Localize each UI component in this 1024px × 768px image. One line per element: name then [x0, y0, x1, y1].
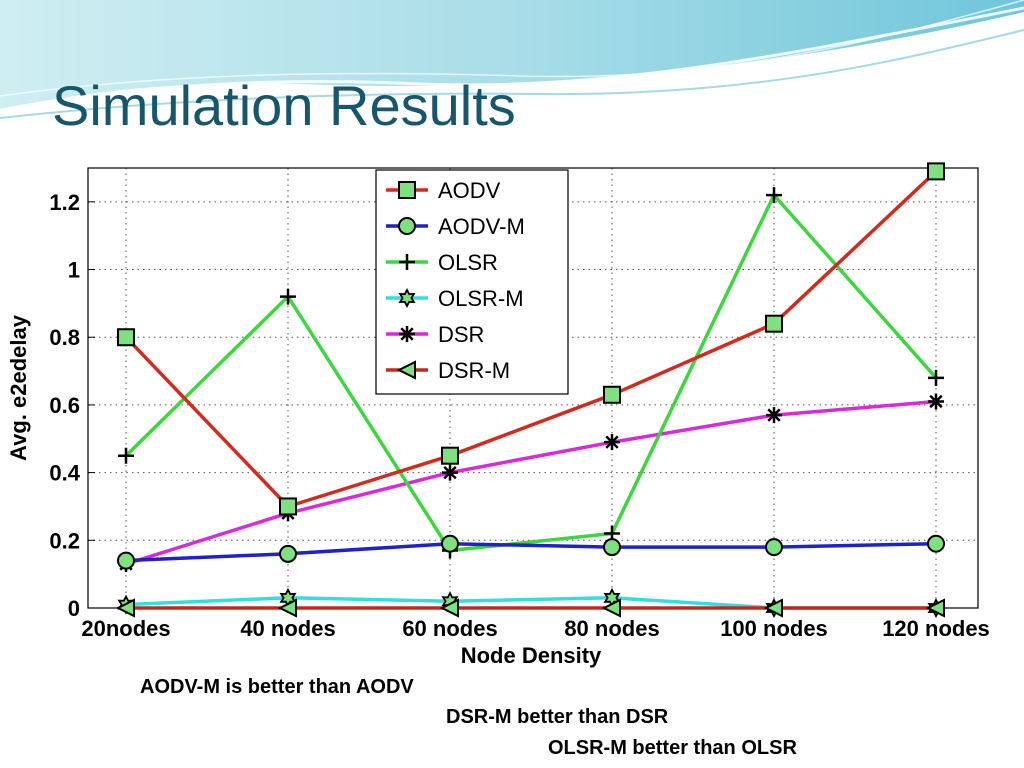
data-point-aodv	[603, 385, 621, 404]
data-point-aodv-m	[927, 534, 945, 553]
legend-marker-aodv-m	[398, 217, 416, 235]
data-point-aodv	[279, 497, 297, 516]
x-tick-label: 40 nodes	[240, 616, 335, 641]
legend-marker-dsr-m	[396, 360, 416, 380]
data-point-dsr-m	[439, 598, 459, 618]
x-tick-label: 120 nodes	[882, 616, 990, 641]
data-point-dsr-m	[763, 598, 783, 618]
x-tick-label: 80 nodes	[564, 616, 659, 641]
legend-marker-olsr	[399, 254, 415, 270]
data-point-aodv-m	[117, 551, 135, 570]
legend-label-olsr-m: OLSR-M	[438, 286, 524, 311]
data-point-aodv-m	[441, 534, 459, 553]
legend-label-olsr: OLSR	[438, 250, 498, 275]
data-point-olsr	[766, 187, 782, 204]
x-tick-label: 20nodes	[81, 616, 170, 641]
series-line-dsr	[125, 399, 937, 566]
data-point-aodv	[927, 162, 945, 181]
y-axis-label: Avg. e2edelay	[6, 314, 31, 461]
conclusion-note-aodv: AODV-M is better than AODV	[140, 676, 414, 698]
delay-chart: 0 0.2 0.4 0.6 0.8 1 1.2 20nodes 40 nodes 60 nodes…	[6, 162, 990, 668]
data-point-dsr-m	[277, 598, 297, 618]
data-point-dsr-m	[925, 598, 945, 618]
data-point-dsr	[766, 407, 782, 424]
conclusion-note-olsr: OLSR-M better than OLSR	[548, 737, 797, 759]
y-tick-label: 0.4	[49, 461, 80, 486]
legend-marker-aodv	[398, 181, 416, 199]
y-tick-label: 1.2	[49, 190, 80, 215]
legend-label-aodv: AODV	[438, 178, 501, 203]
y-tick-label: 0	[68, 596, 80, 621]
x-axis-label: Node Density	[461, 643, 602, 668]
legend-label-dsr: DSR	[438, 322, 484, 347]
legend-label-dsr-m: DSR-M	[438, 358, 510, 383]
legend-label-aodv-m: AODV-M	[438, 214, 525, 239]
y-tick-label: 0.6	[49, 393, 80, 418]
data-point-dsr	[928, 393, 944, 410]
data-point-aodv	[765, 314, 783, 333]
y-tick-label: 1	[68, 258, 80, 283]
data-point-dsr	[604, 434, 620, 451]
data-point-aodv	[117, 328, 135, 347]
legend-marker-dsr	[399, 326, 415, 342]
legend-marker-olsr-m	[398, 288, 416, 308]
data-point-dsr	[442, 464, 458, 481]
data-point-aodv	[441, 446, 459, 465]
series-line-olsr	[124, 193, 938, 553]
x-tick-label: 60 nodes	[402, 616, 497, 641]
data-point-aodv-m	[603, 538, 621, 557]
y-tick-label: 0.2	[49, 528, 80, 553]
data-point-dsr-m	[601, 598, 621, 618]
conclusion-note-dsr: DSR-M better than DSR	[446, 706, 669, 728]
data-point-dsr-m	[115, 598, 135, 618]
x-tick-label: 100 nodes	[720, 616, 828, 641]
data-point-aodv-m	[279, 544, 297, 563]
y-tick-label: 0.8	[49, 325, 80, 350]
data-point-aodv-m	[765, 538, 783, 557]
data-point-olsr	[118, 447, 134, 464]
slide-title: Simulation Results	[52, 74, 516, 137]
data-point-olsr	[280, 288, 296, 305]
series-line-aodv	[124, 170, 938, 509]
slide-header-decoration	[0, 0, 1024, 119]
series-line-aodv-m	[125, 541, 937, 563]
legend-box	[375, 169, 569, 395]
data-point-olsr	[928, 369, 944, 386]
